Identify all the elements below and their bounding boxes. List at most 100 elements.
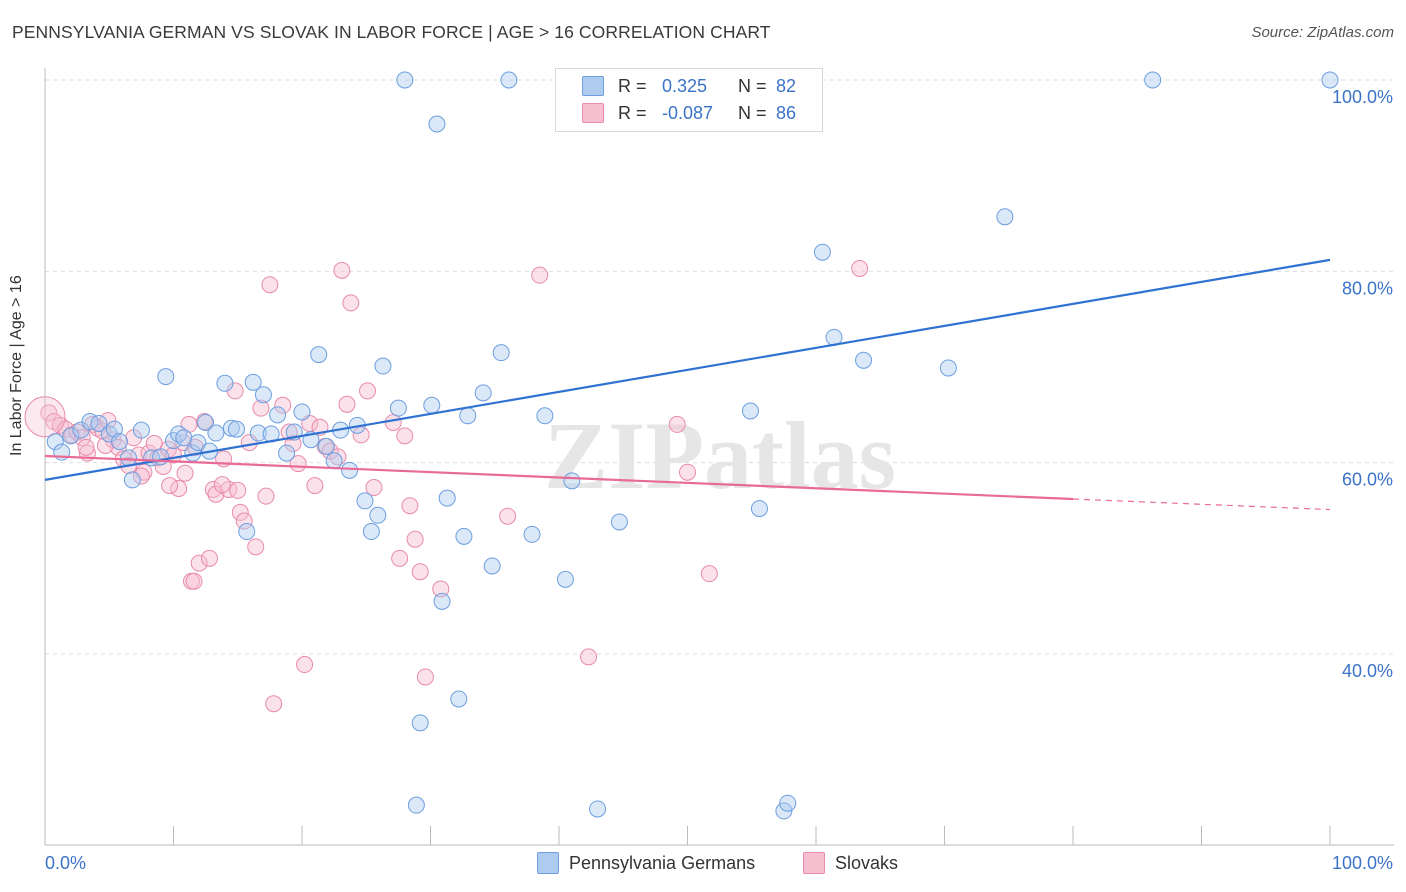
- slovaks-points: [24, 259, 869, 713]
- pennsylvania-germans-point: [433, 592, 451, 610]
- pennsylvania-germans-point: [589, 800, 607, 818]
- trend-line-slovaks-extension: [1072, 498, 1331, 511]
- slovaks-point: [679, 463, 696, 481]
- pennsylvania-germans-point: [325, 452, 343, 470]
- slovaks-point: [257, 487, 275, 505]
- slovaks-point: [185, 572, 203, 590]
- pennsylvania-germans-point: [1321, 71, 1339, 89]
- slovaks-point: [63, 426, 81, 444]
- pennsylvania-germans-point: [750, 500, 768, 518]
- x-tick-label: 0.0%: [45, 853, 86, 873]
- slovaks-point: [401, 497, 419, 515]
- slovaks-point: [207, 485, 225, 503]
- trend-line-pennsylvania-germans: [44, 258, 1331, 481]
- pennsylvania-germans-point: [249, 424, 267, 442]
- pennsylvania-germans-point: [120, 449, 138, 467]
- pennsylvania-germans-point: [500, 71, 518, 89]
- pennsylvania-germans-point: [244, 373, 262, 391]
- y-axis-label: In Labor Force | Age > 16: [8, 275, 25, 456]
- pennsylvania-germans-point: [189, 434, 207, 452]
- slovaks-point: [280, 423, 298, 441]
- slovaks-point: [700, 565, 718, 583]
- pennsylvania-germans-point: [72, 421, 90, 439]
- pennsylvania-germans-point: [90, 414, 108, 432]
- pennsylvania-germans-point: [389, 399, 407, 417]
- slovaks-point: [265, 695, 283, 713]
- pennsylvania-germans-point: [483, 557, 501, 575]
- pennsylvania-germans-point: [46, 433, 64, 451]
- slovaks-point: [231, 503, 249, 521]
- pennsylvania-germans-point: [474, 384, 492, 402]
- source-label: Source: ZipAtlas.com: [1251, 24, 1394, 41]
- pennsylvania-germans-point: [132, 421, 150, 439]
- slovaks-point: [247, 538, 265, 556]
- pennsylvania-germans-point: [438, 489, 456, 507]
- pennsylvania-germans-point: [939, 359, 957, 377]
- pennsylvania-germans-point: [610, 513, 628, 531]
- slovaks-point: [229, 481, 247, 499]
- slovaks-point: [154, 457, 172, 475]
- pennsylvania-germans-point: [775, 802, 793, 820]
- pennsylvania-germans-point: [105, 420, 123, 438]
- legend-r-value: 0.325: [662, 75, 708, 96]
- pennsylvania-germans-point: [556, 570, 574, 588]
- slovaks-point: [352, 426, 370, 444]
- stats-legend: R = 0.325 N = 82 R = -0.087 N = 86: [555, 68, 823, 132]
- pennsylvania-germans-point: [459, 407, 477, 425]
- slovaks-point: [296, 656, 314, 674]
- y-tick-label: 60.0%: [1342, 470, 1393, 490]
- legend-row-slovaks: R = -0.087 N = 86: [556, 100, 796, 126]
- y-tick-label: 100.0%: [1332, 87, 1393, 107]
- bottom-legend-label: Pennsylvania Germans: [569, 852, 756, 873]
- pennsylvania-germans-point: [111, 433, 129, 451]
- legend-r-value: -0.087: [662, 102, 714, 123]
- pennsylvania-germans-point: [1144, 71, 1162, 89]
- legend-n-label: N =: [738, 102, 767, 123]
- slovaks-point: [200, 549, 218, 567]
- pennsylvania-germans-point: [317, 437, 335, 455]
- slovaks-point: [40, 404, 58, 422]
- pennsylvania-germans-point: [175, 429, 193, 447]
- legend-row-pennsylvania-germans: R = 0.325 N = 82: [556, 73, 796, 99]
- legend-swatch-pink: [582, 103, 604, 123]
- slovaks-point: [261, 276, 279, 294]
- pennsylvania-germans-point: [362, 523, 380, 541]
- slovaks-point: [252, 399, 270, 417]
- pennsylvania-germans-point: [407, 796, 425, 814]
- tick-labels: 40.0% 60.0% 80.0% 100.0% 0.0% 100.0%: [45, 87, 1393, 873]
- pennsylvania-germans-point: [123, 471, 141, 489]
- slovaks-point: [24, 396, 66, 438]
- y-tick-label: 40.0%: [1342, 661, 1393, 681]
- slovaks-point: [580, 648, 598, 666]
- pennsylvania-germans-point: [152, 448, 170, 466]
- slovaks-point: [77, 438, 95, 456]
- pennsylvania-germans-point: [779, 794, 797, 812]
- bottom-legend-swatch-blue: [537, 852, 559, 874]
- legend-swatch-blue: [582, 76, 604, 96]
- pennsylvania-germans-point: [310, 346, 328, 364]
- pennsylvania-germans-point: [238, 523, 256, 541]
- pennsylvania-germans-point: [207, 424, 225, 442]
- slovaks-point: [499, 507, 517, 525]
- legend-n-value: 82: [776, 75, 797, 96]
- slovaks-point: [342, 294, 360, 312]
- legend-r-label: R =: [618, 102, 647, 123]
- watermark: ZIPatlas: [544, 402, 896, 509]
- slovaks-point: [396, 427, 414, 445]
- slovaks-point: [195, 413, 213, 431]
- slovaks-point: [406, 530, 424, 548]
- pennsylvania-germans-point: [222, 419, 240, 437]
- bottom-legend-pennsylvania-germans: Pennsylvania Germans: [537, 852, 755, 874]
- bottom-legend-slovaks: Slovaks: [803, 852, 898, 874]
- pennsylvania-germans-point: [423, 396, 441, 414]
- pennsylvania-germans-point: [197, 413, 215, 431]
- pennsylvania-germans-point: [428, 115, 446, 133]
- pennsylvania-germans-point: [341, 461, 359, 479]
- pennsylvania-germans-point: [278, 444, 296, 462]
- bottom-legend-swatch-pink: [803, 852, 825, 874]
- pennsylvania-germans-point: [411, 714, 429, 732]
- bottom-legend-label: Slovaks: [835, 852, 899, 873]
- pennsylvania-germans-point: [396, 71, 414, 89]
- pennsylvania-germans-point: [216, 374, 234, 392]
